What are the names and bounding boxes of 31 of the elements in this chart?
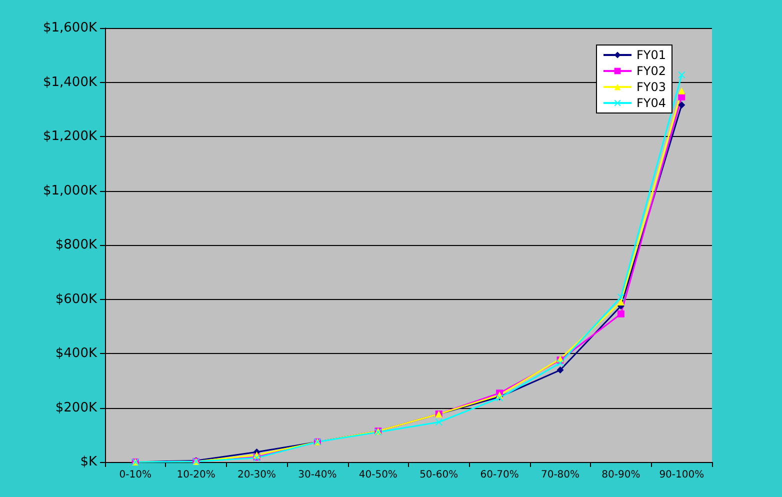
y-tick-label: $400K xyxy=(55,346,98,361)
point xyxy=(678,71,686,78)
point xyxy=(678,87,686,94)
x-tick-label: 50-60% xyxy=(420,470,458,480)
y-tick-label: $K xyxy=(80,454,98,470)
y-tick-label: $1,400K xyxy=(42,74,98,90)
point xyxy=(678,102,686,109)
x-tick-label: 30-40% xyxy=(298,470,337,480)
point xyxy=(556,366,564,374)
point xyxy=(617,298,624,306)
point xyxy=(617,310,624,318)
y-tick-label: $800K xyxy=(55,238,98,252)
x-tick-label: 40-50% xyxy=(358,470,398,480)
x-tick-label: 0-10% xyxy=(119,470,152,480)
legend-label: FY04 xyxy=(636,96,666,110)
x-tick-label: 90-100% xyxy=(659,470,704,480)
x-tick-label: 10-20% xyxy=(176,470,216,480)
x-tick-label: 70-80% xyxy=(540,470,580,480)
y-tick-label: $1,000K xyxy=(42,183,98,198)
x-tick-label: 20-30% xyxy=(237,470,276,480)
point xyxy=(617,294,624,301)
x-tick-label: 60-70% xyxy=(480,470,519,480)
y-tick-label: $1,200K xyxy=(42,129,98,144)
legend-label: FY03 xyxy=(636,80,666,94)
y-tick-label: $200K xyxy=(55,400,98,416)
legend-label: FY02 xyxy=(636,64,666,78)
point xyxy=(435,418,442,426)
y-tick-label: $600K xyxy=(55,292,98,307)
legend-label: FY01 xyxy=(636,48,666,62)
y-tick-label: $1,600K xyxy=(42,20,98,36)
x-tick-label: 80-90% xyxy=(602,470,640,480)
